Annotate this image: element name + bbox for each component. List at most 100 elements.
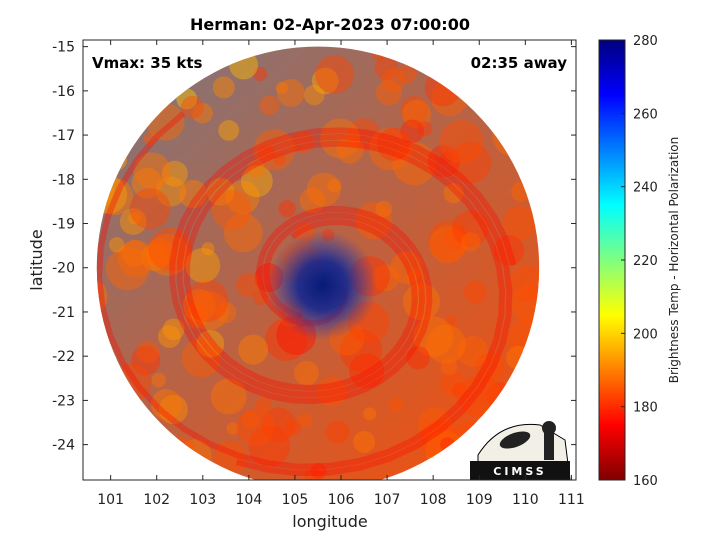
- texture-blob: [162, 318, 185, 341]
- texture-blob: [253, 129, 296, 171]
- texture-blob: [158, 394, 188, 425]
- texture-blob: [306, 172, 341, 207]
- spiral-band: [96, 111, 506, 470]
- texture-blob: [143, 131, 157, 146]
- colorbar-tick-label: 260: [633, 107, 658, 122]
- texture-blob: [117, 239, 155, 277]
- y-axis: -15 -16 -17 -18 -19 -20 -21 -22 -23 -24: [52, 40, 576, 454]
- x-axis: 101 102 103 104 105 106 107 108 109 110 111: [97, 40, 585, 508]
- y-axis-label: latitude: [27, 229, 46, 290]
- texture-blob: [275, 81, 289, 95]
- colorbar-label: Brightness Temp - Horizontal Polarizatio…: [667, 137, 681, 384]
- texture-blob: [427, 145, 460, 178]
- texture-blob: [509, 265, 540, 303]
- texture-blob: [225, 180, 260, 215]
- x-tick-label: 107: [374, 492, 401, 508]
- texture-blob: [457, 336, 488, 367]
- texture-blob: [310, 463, 327, 479]
- x-tick-label: 105: [282, 492, 309, 508]
- texture-blob: [451, 382, 467, 398]
- x-tick-label: 103: [189, 492, 216, 508]
- texture-blob: [150, 389, 182, 420]
- chart-title: Herman: 02-Apr-2023 07:00:00: [190, 15, 470, 34]
- texture-blob: [258, 144, 275, 162]
- texture-blob: [418, 407, 452, 441]
- texture-blob: [299, 187, 326, 214]
- colorbar-tick-label: 200: [633, 327, 658, 342]
- texture-blob: [294, 360, 319, 386]
- texture-blob: [428, 220, 469, 262]
- texture-blob: [461, 232, 481, 252]
- texture-blob: [136, 340, 160, 364]
- texture-blob: [211, 190, 252, 230]
- texture-blob: [445, 315, 458, 329]
- x-tick-label: 110: [512, 492, 539, 508]
- texture-blob: [161, 160, 188, 187]
- x-tick-label: 108: [420, 492, 447, 508]
- texture-blob: [236, 272, 261, 298]
- texture-blob: [105, 246, 150, 291]
- vmax-annotation: Vmax: 35 kts: [92, 54, 202, 72]
- y-tick-label: -19: [52, 217, 75, 233]
- texture-blob: [212, 76, 235, 99]
- texture-blob: [176, 88, 198, 110]
- texture-blob: [327, 178, 342, 193]
- y-tick-label: -21: [52, 305, 75, 321]
- texture-blob: [158, 325, 181, 349]
- texture-blob: [178, 179, 208, 209]
- texture-blob: [226, 422, 239, 435]
- texture-blob: [449, 142, 492, 184]
- texture-blob: [192, 102, 213, 124]
- texture-blob: [184, 304, 209, 329]
- texture-blob: [181, 338, 221, 378]
- logo-tank-icon: [542, 421, 556, 435]
- texture-blob: [325, 420, 350, 444]
- texture-blob: [223, 213, 263, 253]
- texture-blob: [155, 176, 187, 207]
- texture-blob: [185, 247, 221, 283]
- texture-blob: [196, 329, 225, 358]
- texture-blob: [129, 188, 171, 230]
- texture-blob: [376, 127, 410, 161]
- y-tick-label: -18: [52, 172, 75, 188]
- texture-blob: [304, 84, 325, 106]
- texture-blob: [201, 242, 215, 256]
- x-tick-label: 104: [236, 492, 263, 508]
- texture-blob: [311, 67, 339, 95]
- logo-text: CIMSS: [493, 465, 546, 478]
- y-tick-label: -15: [52, 40, 75, 56]
- texture-blob: [392, 141, 437, 186]
- colorbar-tick-label: 160: [633, 474, 658, 489]
- texture-blob: [206, 177, 235, 206]
- texture-blob: [444, 227, 468, 251]
- colorbar-tick-label: 280: [633, 34, 658, 49]
- texture-blob: [213, 440, 248, 475]
- texture-blob: [339, 329, 383, 372]
- texture-blob: [304, 467, 322, 480]
- logo-tower-icon: [544, 428, 554, 460]
- texture-blob: [259, 95, 280, 116]
- texture-blob: [363, 407, 377, 421]
- texture-blob: [148, 227, 192, 272]
- colorbar-ticks: 160 180 200 220 240 260 280: [621, 34, 658, 489]
- texture-blob: [236, 408, 275, 447]
- texture-blob: [180, 95, 204, 119]
- texture-blob: [247, 160, 265, 178]
- texture-blob: [400, 119, 425, 144]
- texture-blob: [397, 63, 417, 84]
- texture-blob: [475, 352, 505, 382]
- texture-blob: [210, 378, 247, 415]
- texture-blob: [426, 324, 466, 364]
- texture-blob: [429, 226, 467, 264]
- texture-blob: [463, 280, 487, 304]
- y-tick-label: -16: [52, 84, 75, 100]
- texture-blob: [278, 200, 296, 218]
- x-tick-label: 102: [143, 492, 170, 508]
- colorbar-tick-label: 180: [633, 401, 658, 416]
- texture-blob: [291, 131, 314, 154]
- texture-blob: [215, 302, 237, 324]
- texture-blob: [182, 288, 216, 322]
- texture-blob: [273, 153, 286, 166]
- texture-blob: [381, 68, 406, 93]
- texture-blob: [402, 99, 432, 129]
